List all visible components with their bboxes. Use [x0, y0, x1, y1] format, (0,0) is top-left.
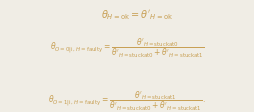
Text: $\theta_{H{=}\mathrm{ok}} = \theta'_{H{=}\mathrm{ok}}$: $\theta_{H{=}\mathrm{ok}} = \theta'_{H{=… — [101, 8, 173, 22]
Text: $\theta_{O{=}1|\mathrm{i},\,H{=}\mathrm{faulty}} = \dfrac{\theta'_{H{=}\mathrm{s: $\theta_{O{=}1|\mathrm{i},\,H{=}\mathrm{… — [48, 89, 206, 112]
Text: $\theta_{O{=}0|\mathrm{i},\,H{=}\mathrm{faulty}} = \dfrac{\theta'_{H{=}\mathrm{s: $\theta_{O{=}0|\mathrm{i},\,H{=}\mathrm{… — [50, 37, 204, 60]
